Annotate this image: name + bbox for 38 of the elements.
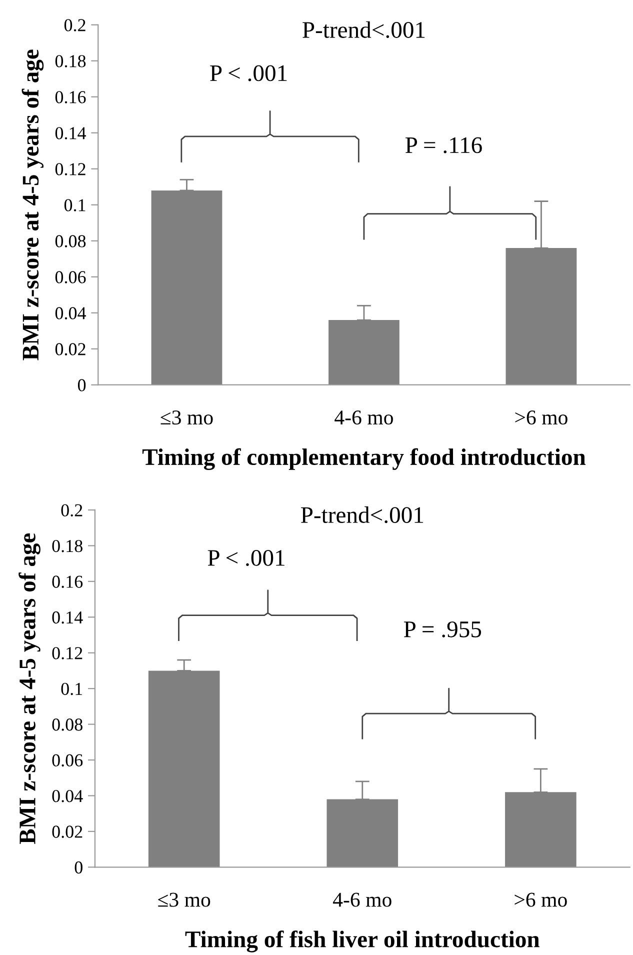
annotation: P = .955: [404, 621, 482, 638]
annotation: P-trend<.001: [301, 506, 424, 524]
x-tick-label: 4-6 mo: [334, 410, 393, 425]
annotation: P-trend<.001: [302, 21, 425, 38]
annotation: P < .001: [210, 65, 287, 82]
y-tick-label: 0.12: [55, 163, 86, 176]
y-tick-label: 0.02: [55, 343, 86, 356]
y-tick-label: 0.16: [52, 576, 83, 588]
y-tick-label: 0.06: [52, 754, 83, 767]
y-tick-label: 0: [78, 379, 86, 392]
y-tick-label: 0.2: [64, 19, 86, 32]
y-tick-label: 0.08: [55, 235, 86, 248]
x-tick-label: >6 mo: [515, 410, 568, 425]
x-axis-title: Timing of fish liver oil introduction: [185, 930, 540, 952]
y-tick-label: 0.04: [52, 790, 83, 802]
x-tick-label: 4-6 mo: [333, 892, 392, 907]
y-tick-label: 0.1: [61, 682, 82, 696]
y-axis-title: BMI z-score at 4-5 years of age: [22, 50, 44, 360]
x-tick-label: >6 mo: [514, 892, 567, 907]
y-tick-label: 0.16: [55, 91, 86, 104]
y-tick-label: 0.14: [55, 127, 86, 140]
x-tick-label: ≤3 mo: [158, 892, 210, 907]
y-tick-label: 0.1: [64, 199, 86, 212]
y-tick-label: 0.18: [52, 540, 82, 552]
y-tick-label: 0.06: [55, 271, 86, 284]
y-tick-label: 0: [74, 861, 82, 874]
y-tick-label: 0.02: [52, 826, 82, 838]
y-tick-label: 0.2: [61, 504, 82, 516]
y-tick-label: 0.04: [55, 307, 86, 320]
annotation: P < .001: [208, 550, 284, 566]
y-tick-label: 0.12: [52, 647, 82, 660]
y-tick-label: 0.18: [55, 55, 86, 68]
annotation: P = .116: [406, 137, 482, 154]
x-axis-title: Timing of complementary food introduction: [142, 448, 586, 470]
x-tick-label: ≤3 mo: [160, 410, 213, 425]
y-tick-label: 0.14: [52, 611, 83, 624]
y-axis-title: BMI z-score at 4-5 years of age: [18, 533, 40, 844]
y-tick-label: 0.08: [52, 718, 82, 731]
